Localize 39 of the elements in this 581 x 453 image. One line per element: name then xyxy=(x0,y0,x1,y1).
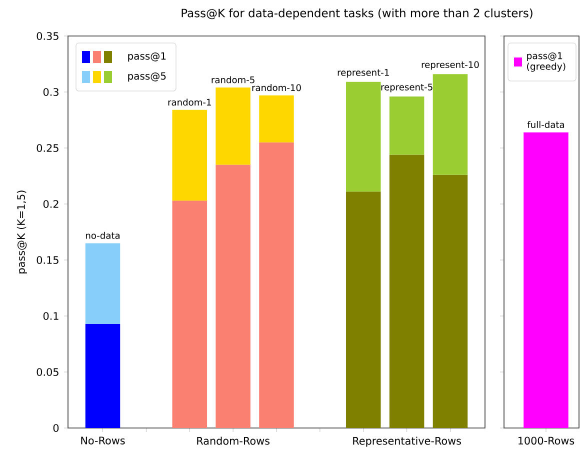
bar xyxy=(389,96,424,155)
bar xyxy=(216,88,250,165)
y-tick-label: 0.35 xyxy=(36,32,58,40)
y-axis-title: pass@K (K=1,5) xyxy=(16,190,27,274)
y-tick-label: 0.1 xyxy=(43,312,58,320)
y-tick-label: 0.15 xyxy=(36,256,58,264)
legend-label: pass@1 (greedy) xyxy=(527,52,566,72)
legend-label: pass@1 xyxy=(128,52,166,62)
x-tick-label: 1000-Rows xyxy=(518,436,574,445)
annotation: random-10 xyxy=(252,84,301,92)
bar xyxy=(85,243,120,324)
x-tick-label: Representative-Rows xyxy=(353,436,462,447)
y-tick-label: 0.05 xyxy=(36,368,58,376)
bar xyxy=(259,95,294,142)
bar xyxy=(216,164,250,428)
y-tick-label: 0.3 xyxy=(43,88,58,96)
bar xyxy=(432,74,468,175)
annotation: no-data xyxy=(86,232,120,239)
y-tick-label: 0.25 xyxy=(36,144,58,152)
bar xyxy=(389,154,424,428)
annotation: random-1 xyxy=(168,98,211,106)
annotation: random-5 xyxy=(212,76,254,84)
x-tick-label: No-Rows xyxy=(81,436,125,444)
y-tick-label: 0 xyxy=(53,424,59,432)
y-tick-label: 0.2 xyxy=(43,200,58,208)
bar xyxy=(346,82,381,192)
bar xyxy=(432,174,468,428)
bar xyxy=(172,200,207,428)
bar xyxy=(172,110,207,201)
annotation: represent-1 xyxy=(338,69,389,78)
bar xyxy=(85,324,120,428)
chart-title: Pass@K for data-dependent tasks (with more than 2 clusters) xyxy=(182,8,532,20)
annotation: represent-5 xyxy=(381,84,432,92)
bar xyxy=(346,192,381,428)
annotation: full-data xyxy=(527,121,564,128)
bar xyxy=(259,142,294,428)
legend-label: pass@5 xyxy=(128,72,166,82)
annotation: represent-10 xyxy=(422,61,479,70)
x-tick-label: Random-Rows xyxy=(197,436,270,445)
